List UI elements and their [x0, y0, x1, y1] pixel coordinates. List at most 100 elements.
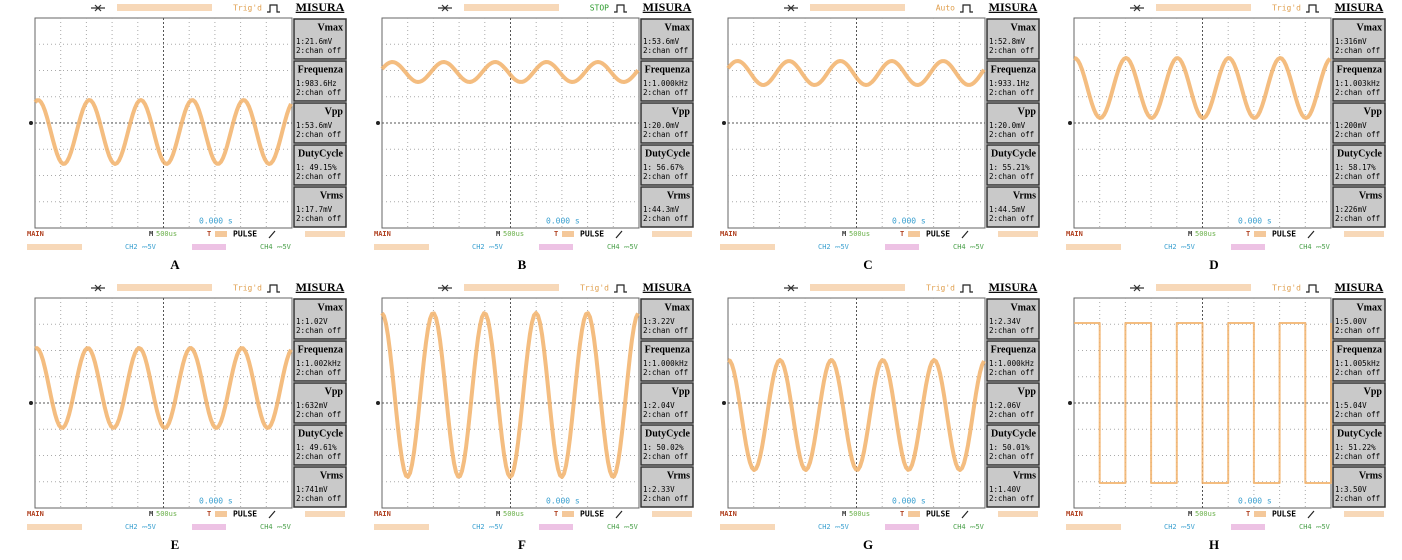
measure-name: Vrms: [320, 190, 343, 201]
trigger-mode: PULSE: [926, 230, 950, 239]
ch3-blur: [539, 244, 573, 250]
trigger-status: Trig'd: [233, 4, 262, 13]
measure-name: Vpp: [325, 106, 344, 117]
measure-ch1: 1:1.005kHz: [1335, 359, 1380, 368]
run-icon: [438, 285, 452, 291]
ch1-blur: [27, 524, 82, 530]
menu-heading: MISURA: [989, 0, 1038, 14]
trigger-label: T: [207, 510, 211, 518]
measure-ch2: 2:chan off: [643, 452, 688, 461]
menu-heading: MISURA: [643, 0, 692, 14]
measure-name: Vpp: [672, 386, 691, 397]
time-offset: 0.000 s: [199, 217, 233, 226]
measure-ch1: 1:983.6Hz: [296, 79, 337, 88]
measure-name: Vmax: [317, 22, 343, 33]
measure-ch2: 2:chan off: [296, 494, 341, 503]
measure-ch1: 1: 56.67%: [643, 163, 684, 172]
time-offset: 0.000 s: [199, 497, 233, 506]
measure-ch1: 1: 51.22%: [1335, 443, 1376, 452]
menu-heading: MISURA: [1335, 0, 1384, 14]
measure-ch1: 1:17.7mV: [296, 205, 333, 214]
main-label: MAIN: [720, 230, 737, 238]
measure-name: DutyCycle: [645, 428, 691, 439]
measure-name: DutyCycle: [1337, 148, 1383, 159]
measure-ch1: 1:1.000kHz: [989, 359, 1034, 368]
ch2-scale: CH2 ⎓5V: [472, 523, 504, 531]
trigger-label: T: [1246, 230, 1250, 238]
status-blur: [1344, 231, 1384, 237]
trigger-blur: [908, 511, 920, 517]
measure-ch1: 1:3.50V: [1335, 485, 1367, 494]
trigger-label: T: [554, 510, 558, 518]
edge-icon: [962, 511, 968, 518]
measure-name: Frequenza: [991, 64, 1036, 75]
ch4-scale: CH4 ⎓5V: [260, 243, 292, 251]
timebase-icon: M: [496, 230, 500, 238]
pulse-icon: [614, 5, 627, 12]
status-blur: [652, 511, 692, 517]
ground-marker: [1068, 121, 1072, 125]
trigger-blur: [1254, 231, 1266, 237]
measure-ch2: 2:chan off: [989, 368, 1034, 377]
menu-heading: MISURA: [296, 280, 345, 294]
measure-ch2: 2:chan off: [643, 494, 688, 503]
trigger-status: Auto: [936, 4, 955, 13]
measure-name: Frequenza: [298, 64, 343, 75]
top-bar-blur: [1156, 4, 1251, 11]
panel-label: B: [518, 257, 527, 272]
timebase: 500us: [156, 230, 177, 238]
measure-name: Vmax: [1010, 302, 1036, 313]
trigger-status: Trig'd: [1272, 4, 1301, 13]
edge-icon: [962, 231, 968, 238]
trigger-mode: PULSE: [233, 230, 257, 239]
measure-ch2: 2:chan off: [989, 494, 1034, 503]
measure-name: DutyCycle: [991, 428, 1037, 439]
timebase-icon: M: [1188, 510, 1192, 518]
ground-marker: [722, 121, 726, 125]
timebase: 500us: [503, 510, 524, 518]
scope-panel: Trig'dMISURA0.000 sVmax1:3.22V2:chan off…: [374, 280, 693, 552]
measure-ch1: 1:1.40V: [989, 485, 1021, 494]
measure-ch1: 1:2.06V: [989, 401, 1021, 410]
measure-name: Vpp: [1018, 386, 1037, 397]
status-blur: [305, 231, 345, 237]
measure-ch1: 1:53.6mV: [296, 121, 333, 130]
trigger-mode: PULSE: [1272, 230, 1296, 239]
top-bar-blur: [1156, 284, 1251, 291]
top-bar-blur: [117, 284, 212, 291]
ch1-blur: [27, 244, 82, 250]
measure-ch2: 2:chan off: [989, 130, 1034, 139]
measure-ch2: 2:chan off: [989, 326, 1034, 335]
measure-ch2: 2:chan off: [989, 410, 1034, 419]
main-label: MAIN: [374, 510, 391, 518]
main-label: MAIN: [1066, 230, 1083, 238]
time-offset: 0.000 s: [546, 497, 580, 506]
pulse-icon: [1306, 285, 1319, 292]
measure-name: Vpp: [1364, 386, 1383, 397]
pulse-icon: [267, 285, 280, 292]
timebase: 500us: [156, 510, 177, 518]
measure-ch2: 2:chan off: [989, 46, 1034, 55]
measure-ch1: 1:1.002kHz: [296, 359, 341, 368]
status-blur: [998, 511, 1038, 517]
measure-ch2: 2:chan off: [1335, 46, 1380, 55]
edge-icon: [1308, 231, 1314, 238]
measure-ch2: 2:chan off: [643, 130, 688, 139]
timebase-icon: M: [842, 230, 846, 238]
ch3-blur: [539, 524, 573, 530]
measure-ch2: 2:chan off: [1335, 130, 1380, 139]
top-bar-blur: [464, 284, 559, 291]
measure-ch1: 1:1.000kHz: [643, 359, 688, 368]
status-blur: [652, 231, 692, 237]
trigger-blur: [215, 511, 227, 517]
measure-ch1: 1:44.5mV: [989, 205, 1026, 214]
measure-ch2: 2:chan off: [989, 172, 1034, 181]
trigger-label: T: [554, 230, 558, 238]
trigger-status: Trig'd: [233, 284, 262, 293]
measure-name: Frequenza: [645, 344, 690, 355]
measure-name: Vrms: [1359, 190, 1382, 201]
measure-ch2: 2:chan off: [296, 326, 341, 335]
measure-ch1: 1:1.000kHz: [643, 79, 688, 88]
trigger-mode: PULSE: [1272, 510, 1296, 519]
ground-marker: [1068, 401, 1072, 405]
